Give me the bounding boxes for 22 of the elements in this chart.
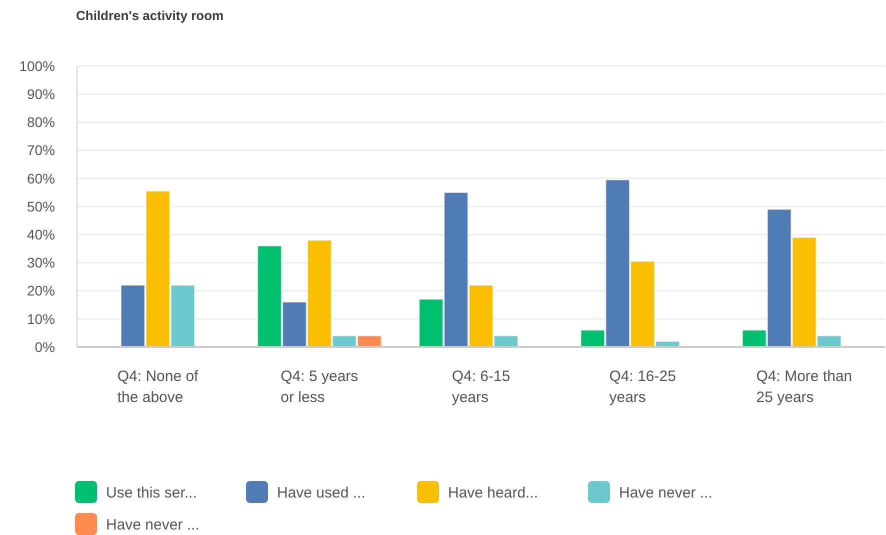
y-tick-label: 40% <box>26 226 55 242</box>
legend-label: Have never ... <box>106 516 200 534</box>
y-tick-label: 70% <box>26 142 55 158</box>
y-tick-label: 10% <box>26 310 55 327</box>
chart-title: Children's activity room <box>76 8 224 23</box>
legend-label: Use this ser... <box>106 484 197 502</box>
y-tick-label: 0% <box>34 338 55 355</box>
legend-label: Have never ... <box>619 484 712 502</box>
legend-label: Have used ... <box>277 484 366 502</box>
x-tick-label: Q4: 5 years or less <box>280 368 358 406</box>
y-tick-label: 90% <box>26 86 55 102</box>
y-tick-label: 80% <box>26 114 55 130</box>
x-tick-label: Q4: More than 25 years <box>756 368 852 406</box>
x-tick-label: Q4: None of the above <box>117 368 200 406</box>
x-tick-label: Q4: 16-25 years <box>609 368 676 406</box>
y-tick-label: 30% <box>26 254 55 271</box>
legend-label: Have heard... <box>448 484 538 502</box>
y-tick-label: 100% <box>19 58 55 74</box>
y-tick-label: 20% <box>26 282 55 299</box>
x-tick-label: Q4: 6-15 years <box>452 368 510 406</box>
y-tick-label: 50% <box>26 198 55 214</box>
y-tick-label: 60% <box>26 170 55 186</box>
